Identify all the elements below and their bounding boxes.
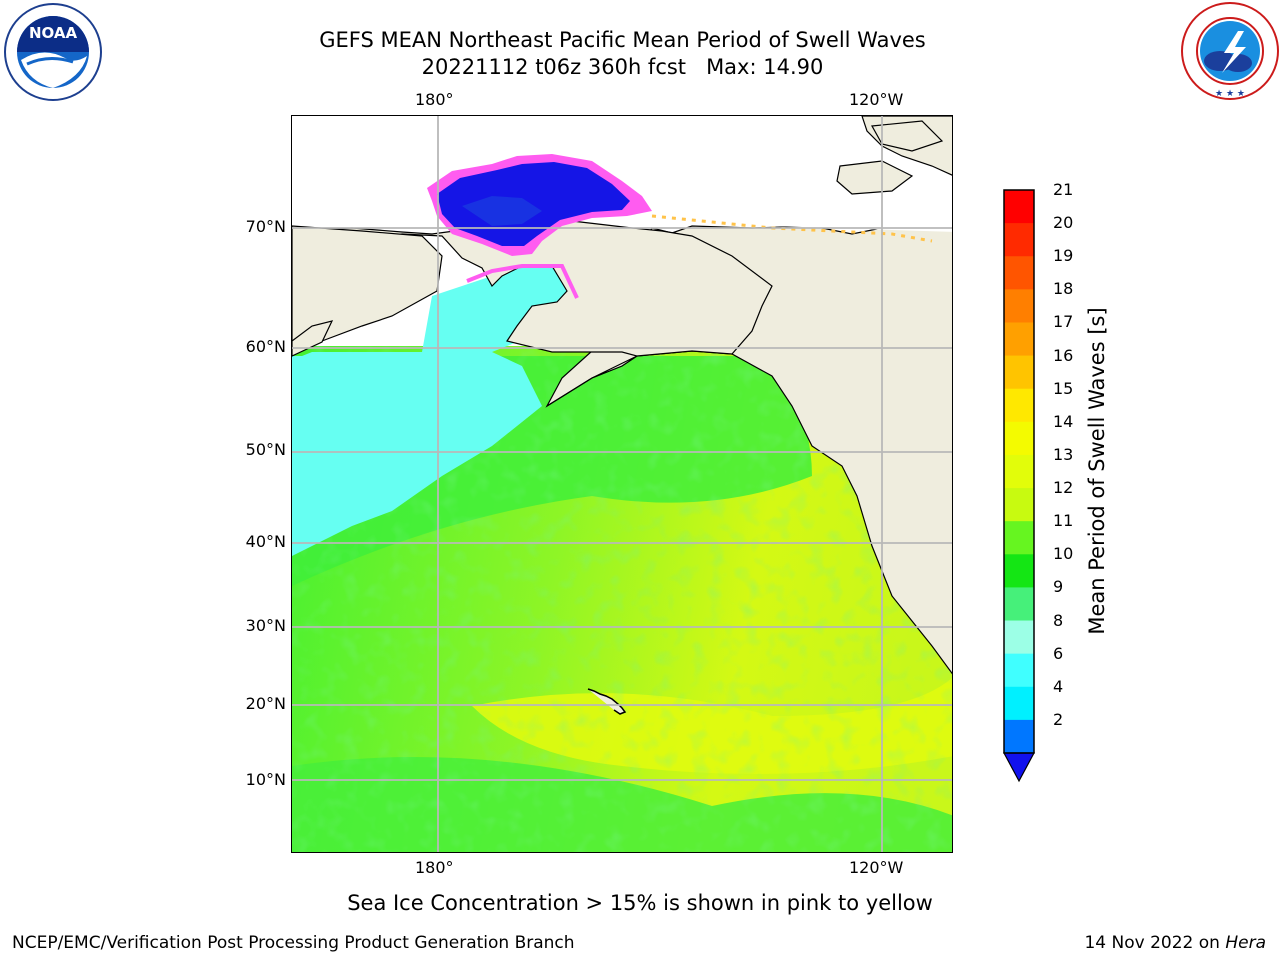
colorbar-tick-label: 13 [1053, 444, 1074, 464]
colorbar-tick-label: 11 [1053, 511, 1074, 531]
colorbar-tick-label: 8 [1053, 610, 1064, 630]
lat-label-40n: 40°N [245, 532, 286, 551]
credit-date: 14 Nov 2022 on Hera [1084, 933, 1266, 953]
colorbar-under-triangle [1003, 752, 1035, 783]
credit-branch: NCEP/EMC/Verification Post Processing Pr… [12, 933, 575, 953]
colorbar-tick-label: 14 [1053, 411, 1074, 431]
colorbar-swatch [1004, 620, 1034, 655]
colorbar-swatch [1004, 488, 1034, 522]
colorbar-swatch [1004, 190, 1034, 224]
lon-label-bottom-120w: 120°W [849, 858, 904, 877]
arctic-island-north [871, 120, 944, 152]
lat-label-50n: 50°N [245, 440, 286, 459]
colorbar-swatch [1004, 653, 1034, 688]
ice-fringe-pink [466, 264, 579, 299]
colorbar-swatch [1004, 355, 1034, 390]
chart-title: GEFS MEAN Northeast Pacific Mean Period … [0, 27, 1245, 81]
lon-label-top-180: 180° [415, 90, 454, 109]
colorbar-tick-label: 16 [1053, 345, 1074, 365]
colorbar-tick-label: 12 [1053, 478, 1074, 498]
colorbar-swatch [1004, 322, 1034, 357]
map-panel [291, 115, 953, 853]
cyan-period-zone [292, 352, 542, 556]
colorbar-tick-label: 15 [1053, 378, 1074, 398]
colorbar-tick-label: 2 [1053, 709, 1064, 729]
colorbar-tick-label: 4 [1053, 676, 1064, 696]
colorbar-tick-label: 20 [1053, 213, 1074, 233]
lon-label-top-120w: 120°W [849, 90, 904, 109]
title-line-2: 20221112 t06z 360h fcst Max: 14.90 [421, 55, 824, 79]
nws-logo: ★ ★ ★ [1181, 2, 1279, 100]
hawaii-islands [587, 688, 627, 715]
lat-label-60n: 60°N [245, 337, 286, 356]
colorbar-tick-label: 17 [1053, 312, 1074, 332]
sea-ice-footnote: Sea Ice Concentration > 15% is shown in … [347, 891, 933, 915]
colorbar-tick-label: 6 [1053, 643, 1064, 663]
lat-label-70n: 70°N [245, 217, 286, 236]
noaa-logo-text: NOAA [29, 24, 78, 42]
colorbar-swatch [1004, 289, 1034, 323]
colorbar-swatch [1004, 256, 1034, 290]
colorbar-tick-label: 9 [1053, 577, 1064, 597]
sea-ice-core [437, 162, 630, 246]
colorbar-swatch [1004, 454, 1034, 489]
colorbar-tick-label: 18 [1053, 279, 1074, 299]
colorbar-swatch [1004, 554, 1034, 588]
colorbar-swatch [1004, 223, 1034, 257]
sea-ice-inner [462, 196, 542, 226]
colorbar-swatch [1004, 686, 1034, 721]
ice-fringe [651, 214, 933, 243]
lon-label-bottom-180: 180° [415, 858, 454, 877]
credit-host: Hera [1225, 933, 1266, 953]
colorbar-swatch [1004, 719, 1034, 754]
colorbar-tick-label: 21 [1053, 180, 1074, 199]
svg-text:★ ★ ★: ★ ★ ★ [1215, 89, 1245, 99]
colorbar-tick-label: 10 [1053, 544, 1074, 564]
colorbar-swatch [1004, 388, 1034, 423]
colorbar-label: Mean Period of Swell Waves [s] [1085, 307, 1109, 635]
colorbar-swatch [1004, 521, 1034, 555]
lat-label-30n: 30°N [245, 616, 286, 635]
colorbar-swatch [1004, 587, 1034, 622]
colorbar-tick-label: 19 [1053, 246, 1074, 266]
title-line-1: GEFS MEAN Northeast Pacific Mean Period … [319, 28, 926, 52]
graticule [292, 116, 952, 852]
credit-date-text: 14 Nov 2022 on [1084, 933, 1226, 953]
lat-label-10n: 10°N [245, 770, 286, 789]
colorbar [1003, 189, 1035, 783]
colorbar-swatch [1004, 421, 1034, 456]
noaa-logo: NOAA [4, 3, 102, 101]
lat-label-20n: 20°N [245, 694, 286, 713]
